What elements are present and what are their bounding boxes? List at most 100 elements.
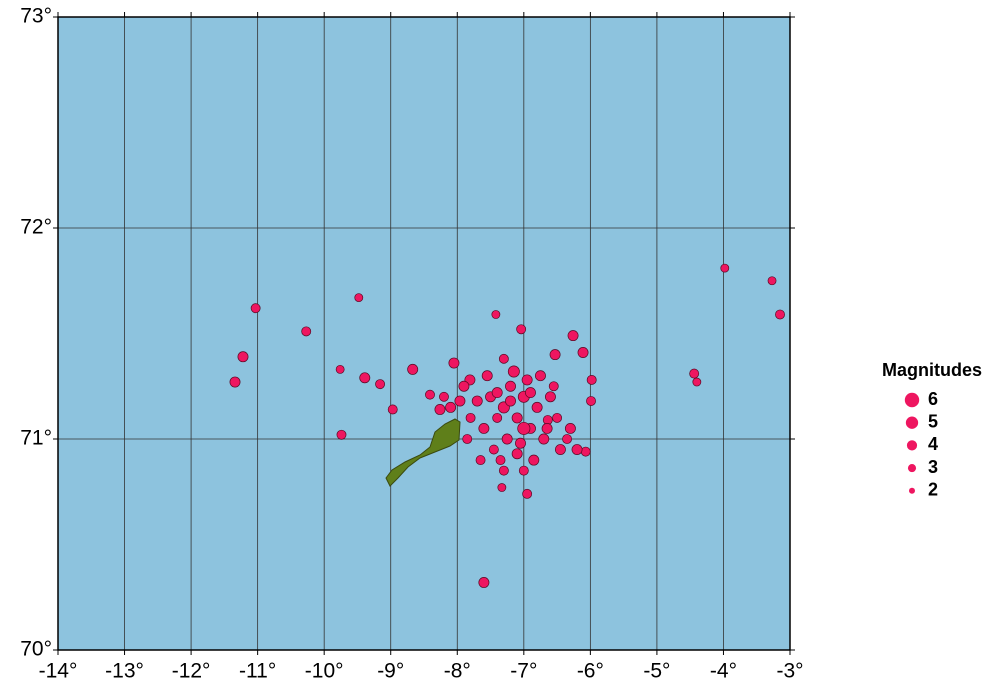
epicenter [518, 465, 529, 476]
epicenter [586, 374, 597, 385]
legend-label: 4 [928, 434, 938, 454]
epicenters [229, 263, 785, 588]
epicenter [478, 423, 490, 434]
x-tick-label: -11° [239, 660, 276, 683]
epicenter [301, 326, 312, 337]
legend-symbol [907, 464, 917, 473]
epicenter [491, 387, 503, 399]
epicenter [516, 324, 527, 335]
epicenter [471, 395, 483, 407]
x-tick-label: -14° [39, 660, 78, 683]
epicenter [229, 376, 241, 388]
x-tick-label: -12° [172, 660, 211, 683]
legend-label: 3 [928, 457, 938, 477]
epicenter [505, 395, 516, 407]
legend-label: 5 [928, 411, 938, 431]
epicenter [577, 347, 589, 358]
epicenter [497, 483, 507, 492]
y-tick-label: 71° [20, 427, 52, 450]
epicenter [448, 357, 460, 369]
epicenter [375, 379, 386, 390]
x-tick-label: -7° [510, 660, 537, 683]
epicenter [538, 433, 550, 445]
epicenter [454, 395, 466, 407]
legend-symbol [906, 440, 918, 451]
epicenter [525, 387, 536, 399]
epicenter [535, 370, 546, 382]
epicenter [481, 370, 493, 382]
epicenter [505, 380, 516, 392]
legend-label: 2 [928, 480, 938, 500]
epicenter [434, 404, 446, 415]
epicenter [767, 276, 777, 286]
y-tick-label: 72° [20, 216, 52, 239]
epicenter [407, 363, 419, 375]
epicenter [458, 380, 470, 392]
x-tick-label: -13° [105, 660, 144, 683]
frame [57, 16, 791, 651]
epicenter [552, 412, 563, 423]
epicenter [439, 391, 449, 402]
epicenter [492, 412, 503, 423]
legend-symbol [904, 392, 920, 408]
epicenter [498, 465, 509, 476]
epicenter [522, 488, 533, 499]
epicenter [488, 444, 499, 455]
epicenter [501, 433, 513, 445]
epicenter [586, 396, 596, 406]
x-tick-label: -4° [710, 660, 737, 683]
epicenter [562, 434, 572, 444]
epicenter [237, 351, 249, 363]
epicenter [491, 310, 501, 319]
epicenter [549, 349, 561, 361]
legend-symbol [905, 416, 919, 429]
epicenter [548, 381, 559, 392]
y-tick-label: 70° [20, 638, 52, 661]
epicenter [517, 421, 531, 435]
epicenter [541, 423, 553, 434]
epicenter [478, 577, 490, 588]
epicenter [465, 412, 476, 423]
epicenter [354, 293, 364, 303]
epicenter [445, 401, 457, 413]
epicenter [475, 455, 486, 466]
epicenter [531, 401, 543, 413]
epicenter [511, 412, 523, 424]
epicenter [521, 374, 533, 386]
epicenter [528, 454, 540, 466]
epicenter [564, 423, 576, 434]
x-tick-label: -5° [643, 660, 670, 683]
epicenter [720, 263, 730, 273]
epicenter [335, 364, 345, 374]
epicenter [692, 377, 702, 387]
epicenter [507, 365, 520, 378]
epicenter [387, 404, 398, 415]
epicenter [554, 444, 566, 455]
epicenter [462, 434, 473, 444]
epicenter [425, 389, 435, 400]
epicenter [495, 455, 506, 466]
epicenter [250, 303, 261, 314]
epicenter [515, 437, 526, 449]
legend-title: Magnitudes [882, 360, 982, 380]
x-tick-label: -8° [444, 660, 471, 683]
legend-label: 6 [928, 389, 938, 409]
x-tick-label: -9° [377, 660, 404, 683]
epicenter [567, 330, 579, 342]
legend-symbol [909, 487, 915, 494]
y-tick-label: 73° [20, 5, 52, 28]
epicenter [775, 309, 785, 320]
x-tick-label: -10° [305, 660, 344, 683]
ocean [58, 17, 790, 650]
epicenter [544, 391, 556, 403]
epicenter [571, 444, 583, 455]
epicenter [336, 429, 347, 440]
island [385, 418, 461, 487]
epicenter [689, 368, 700, 379]
x-tick-label: -6° [577, 660, 604, 683]
epicenter [511, 448, 523, 460]
x-tick-label: -3° [776, 660, 803, 683]
epicenter [359, 372, 371, 384]
epicenter [580, 446, 591, 457]
